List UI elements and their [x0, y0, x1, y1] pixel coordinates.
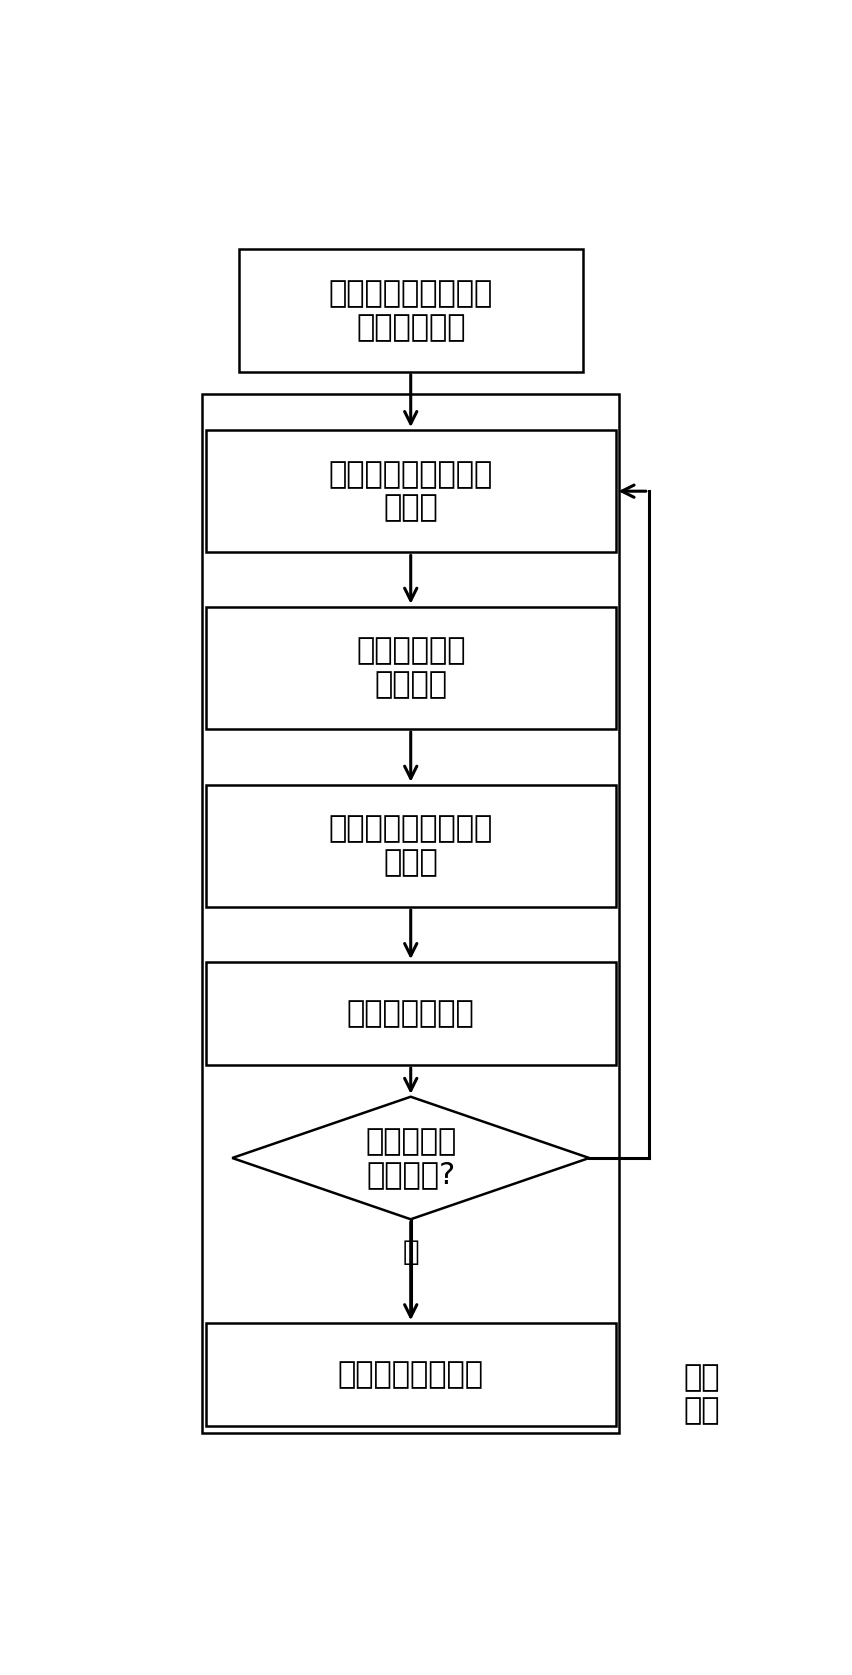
- Text: 星上
计算: 星上 计算: [682, 1363, 719, 1425]
- Bar: [205, 1323, 615, 1427]
- Text: 是否要转出
主减速段?: 是否要转出 主减速段?: [365, 1127, 456, 1189]
- Text: 修正月心距和高度: 修正月心距和高度: [337, 1360, 483, 1389]
- Text: 获取斜距测量并做剔
野处理: 获取斜距测量并做剔 野处理: [328, 461, 492, 523]
- Bar: [205, 961, 615, 1065]
- Text: 月心距误差估计: 月心距误差估计: [347, 998, 474, 1028]
- Bar: [205, 784, 615, 908]
- Text: 是: 是: [402, 1238, 418, 1266]
- Bar: [239, 250, 582, 372]
- Bar: [205, 606, 615, 729]
- Text: 测距波束月面足迹航
程计算: 测距波束月面足迹航 程计算: [328, 814, 492, 878]
- Text: 地面分析确定安全航
程并注入星上: 地面分析确定安全航 程并注入星上: [328, 280, 492, 342]
- Polygon shape: [232, 1097, 589, 1219]
- Text: 相对月面高度
误差计算: 相对月面高度 误差计算: [355, 636, 465, 698]
- Bar: [202, 395, 619, 1432]
- Bar: [205, 430, 615, 553]
